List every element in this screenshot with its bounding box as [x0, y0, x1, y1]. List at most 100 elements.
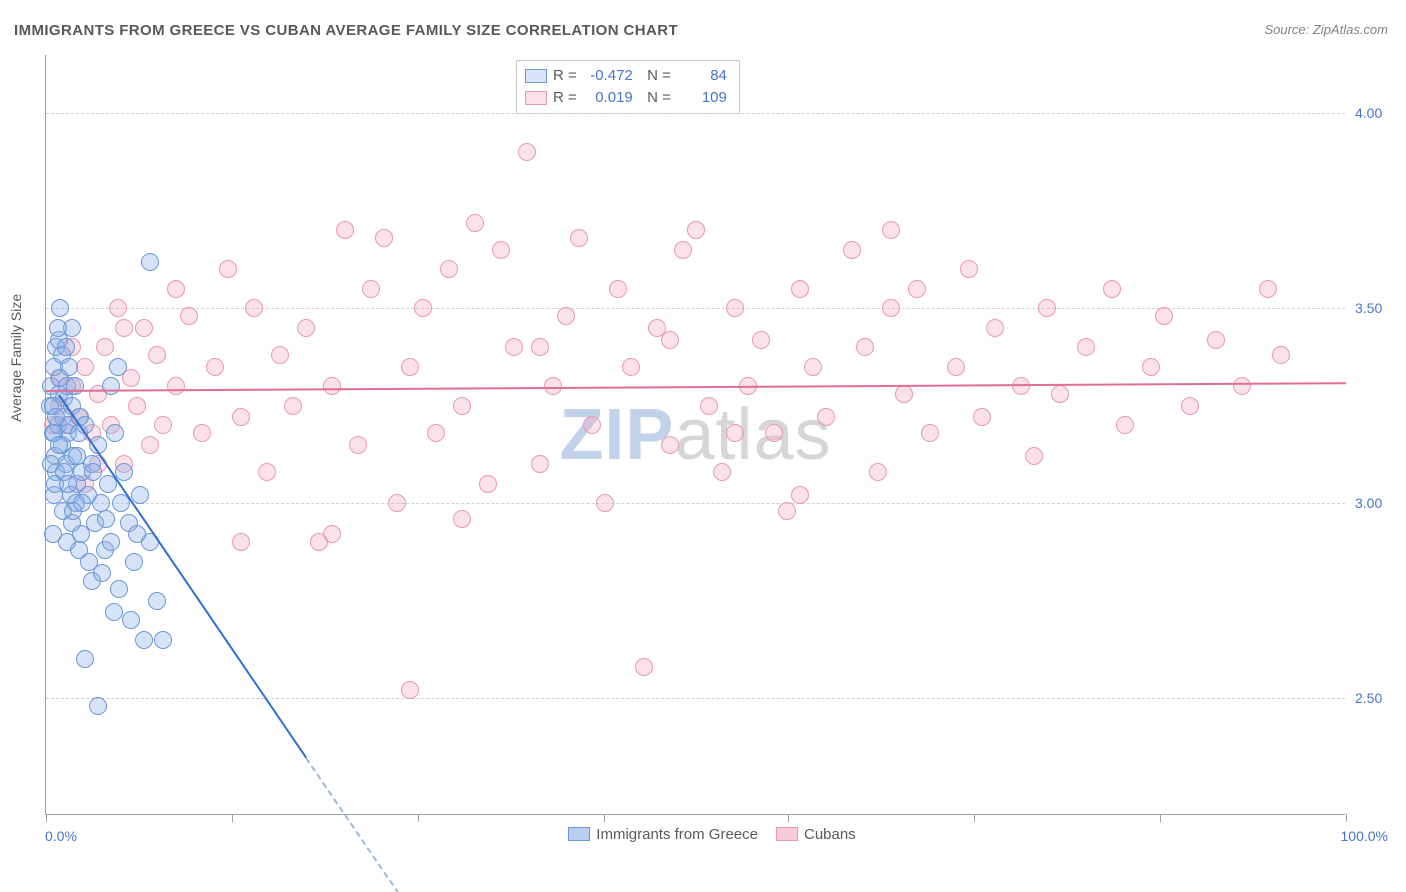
scatter-point-greece	[109, 358, 127, 376]
scatter-point-cuban	[492, 241, 510, 259]
scatter-point-cuban	[180, 307, 198, 325]
scatter-point-cuban	[700, 397, 718, 415]
scatter-point-greece	[50, 436, 68, 454]
x-tick	[1346, 814, 1347, 822]
scatter-point-cuban	[440, 260, 458, 278]
scatter-point-cuban	[128, 397, 146, 415]
stat-label-n: N =	[639, 87, 671, 109]
scatter-point-cuban	[479, 475, 497, 493]
scatter-point-cuban	[531, 338, 549, 356]
scatter-point-cuban	[466, 214, 484, 232]
x-tick	[418, 814, 419, 822]
stat-value-r: 0.019	[583, 87, 633, 109]
scatter-point-greece	[125, 553, 143, 571]
scatter-point-cuban	[661, 331, 679, 349]
watermark: ZIPatlas	[559, 394, 831, 476]
scatter-point-cuban	[791, 486, 809, 504]
scatter-point-cuban	[778, 502, 796, 520]
stat-label-n: N =	[639, 65, 671, 87]
scatter-point-cuban	[1038, 299, 1056, 317]
scatter-point-cuban	[765, 424, 783, 442]
scatter-point-greece	[66, 377, 84, 395]
scatter-point-cuban	[258, 463, 276, 481]
legend-swatch	[568, 827, 590, 841]
scatter-point-greece	[97, 510, 115, 528]
scatter-point-cuban	[167, 280, 185, 298]
scatter-point-cuban	[388, 494, 406, 512]
scatter-point-cuban	[219, 260, 237, 278]
stat-value-n: 109	[677, 87, 727, 109]
scatter-point-greece	[154, 631, 172, 649]
scatter-point-greece	[89, 697, 107, 715]
scatter-point-cuban	[518, 143, 536, 161]
scatter-point-cuban	[154, 416, 172, 434]
scatter-point-cuban	[1103, 280, 1121, 298]
scatter-point-greece	[93, 564, 111, 582]
gridline	[46, 308, 1345, 309]
y-axis-label: Average Family Size	[8, 294, 24, 422]
scatter-point-greece	[141, 253, 159, 271]
scatter-point-cuban	[791, 280, 809, 298]
scatter-point-greece	[128, 525, 146, 543]
scatter-point-cuban	[1181, 397, 1199, 415]
scatter-point-cuban	[349, 436, 367, 454]
scatter-point-cuban	[726, 299, 744, 317]
scatter-point-cuban	[635, 658, 653, 676]
stat-value-n: 84	[677, 65, 727, 87]
y-tick-label: 3.50	[1355, 300, 1400, 316]
scatter-point-greece	[135, 631, 153, 649]
scatter-point-cuban	[96, 338, 114, 356]
scatter-point-cuban	[1142, 358, 1160, 376]
scatter-point-cuban	[1012, 377, 1030, 395]
scatter-point-cuban	[232, 533, 250, 551]
scatter-point-cuban	[661, 436, 679, 454]
scatter-point-cuban	[804, 358, 822, 376]
scatter-point-cuban	[1155, 307, 1173, 325]
scatter-point-cuban	[232, 408, 250, 426]
correlation-stats-box: R = -0.472 N = 84R = 0.019 N = 109	[516, 60, 740, 114]
scatter-point-cuban	[167, 377, 185, 395]
scatter-point-greece	[47, 408, 65, 426]
scatter-point-greece	[110, 580, 128, 598]
stat-label-r: R =	[553, 87, 577, 109]
scatter-point-cuban	[531, 455, 549, 473]
scatter-point-greece	[51, 299, 69, 317]
y-tick-label: 3.00	[1355, 495, 1400, 511]
scatter-point-cuban	[135, 319, 153, 337]
scatter-point-cuban	[141, 436, 159, 454]
scatter-point-cuban	[323, 525, 341, 543]
scatter-point-cuban	[752, 331, 770, 349]
chart-title: IMMIGRANTS FROM GREECE VS CUBAN AVERAGE …	[14, 22, 678, 39]
scatter-point-cuban	[713, 463, 731, 481]
scatter-point-cuban	[206, 358, 224, 376]
scatter-point-cuban	[609, 280, 627, 298]
stats-row: R = -0.472 N = 84	[525, 65, 727, 87]
scatter-point-greece	[115, 463, 133, 481]
scatter-point-cuban	[297, 319, 315, 337]
scatter-plot-area: ZIPatlas R = -0.472 N = 84R = 0.019 N = …	[45, 55, 1345, 815]
stat-value-r: -0.472	[583, 65, 633, 87]
scatter-point-cuban	[1025, 447, 1043, 465]
scatter-point-cuban	[960, 260, 978, 278]
scatter-point-cuban	[843, 241, 861, 259]
legend-label: Immigrants from Greece	[596, 826, 758, 843]
scatter-point-cuban	[1259, 280, 1277, 298]
scatter-point-cuban	[1233, 377, 1251, 395]
x-tick	[788, 814, 789, 822]
scatter-point-cuban	[921, 424, 939, 442]
scatter-point-cuban	[687, 221, 705, 239]
trendline-cuban	[46, 382, 1346, 392]
scatter-point-greece	[105, 603, 123, 621]
scatter-point-greece	[76, 650, 94, 668]
scatter-point-greece	[57, 338, 75, 356]
scatter-point-greece	[102, 377, 120, 395]
scatter-point-cuban	[148, 346, 166, 364]
scatter-point-cuban	[986, 319, 1004, 337]
watermark-brand-a: ZIP	[559, 395, 674, 475]
source-prefix: Source:	[1264, 22, 1312, 37]
stat-label-r: R =	[553, 65, 577, 87]
scatter-point-cuban	[401, 681, 419, 699]
scatter-point-greece	[148, 592, 166, 610]
scatter-point-greece	[73, 494, 91, 512]
scatter-point-greece	[84, 463, 102, 481]
